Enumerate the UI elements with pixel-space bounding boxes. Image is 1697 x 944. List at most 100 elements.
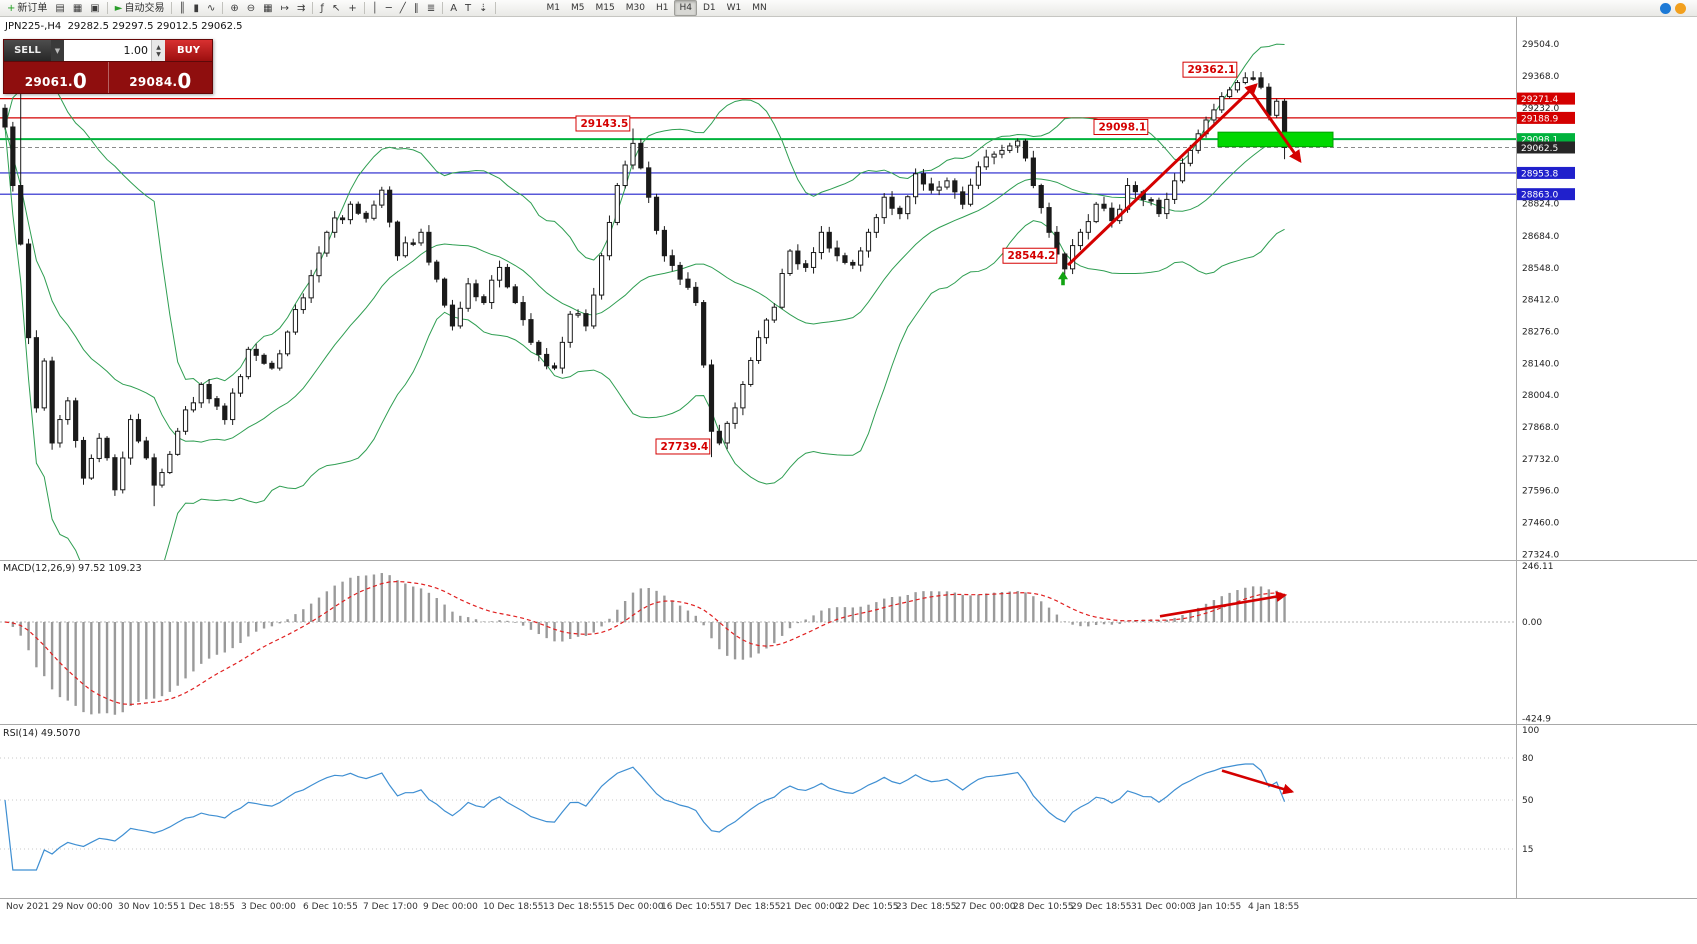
timeframe-m1[interactable]: M1 [546, 3, 561, 13]
auto-scroll-icon[interactable]: ↦ [280, 2, 290, 14]
line-chart-icon[interactable]: ∿ [207, 2, 216, 14]
svg-text:27596.0: 27596.0 [1522, 487, 1559, 497]
svg-text:31 Dec 00:00: 31 Dec 00:00 [1131, 902, 1192, 912]
svg-text:1 Dec 18:55: 1 Dec 18:55 [180, 902, 235, 912]
timeframe-w1[interactable]: W1 [726, 3, 742, 13]
svg-text:27732.0: 27732.0 [1522, 455, 1559, 465]
svg-text:29362.1: 29362.1 [1188, 64, 1236, 76]
macd-axis: 246.11 0.00 -424.9 [1522, 562, 1554, 725]
toolbar-separator [312, 2, 314, 14]
green-highlight-zone [1217, 131, 1334, 148]
svg-text:3 Dec 00:00: 3 Dec 00:00 [241, 902, 296, 912]
rsi-label: RSI(14) 49.5070 [3, 728, 81, 739]
timeframe-m30[interactable]: M30 [625, 3, 645, 13]
svg-text:29143.5: 29143.5 [581, 118, 629, 130]
timeframe-mn[interactable]: MN [752, 3, 767, 13]
fibonacci-icon[interactable]: ≣ [426, 2, 436, 14]
candlestick-chart-icon[interactable]: ▮ [193, 2, 199, 14]
data-window-icon[interactable]: ▣ [90, 2, 100, 14]
one-click-trading-panel: SELL ▼ ▲▼ BUY 29061. 0 29084. 0 [3, 39, 213, 94]
sell-button[interactable]: SELL [4, 40, 51, 61]
timeframe-m5[interactable]: M5 [571, 3, 585, 13]
sell-price-main: 29061. [24, 75, 73, 89]
bollinger-bands [4, 43, 1285, 560]
timeframe-h1[interactable]: H1 [655, 3, 669, 13]
svg-text:28140.0: 28140.0 [1522, 359, 1559, 369]
text-icon[interactable]: A [450, 2, 458, 14]
svg-text:22 Dec 10:55: 22 Dec 10:55 [838, 902, 899, 912]
horizontal-line-icon[interactable]: ─ [385, 2, 392, 14]
bar-chart-icon[interactable]: ║ [179, 2, 186, 14]
chart-window-icon[interactable]: ▤ [55, 2, 65, 14]
order-type-dropdown-icon[interactable]: ▼ [51, 40, 64, 61]
buy-price[interactable]: 29084. 0 [109, 62, 213, 93]
buy-price-big-digit: 0 [177, 69, 192, 93]
community-icon[interactable] [1660, 2, 1671, 14]
crosshair-icon[interactable]: + [348, 2, 357, 14]
arrows-tool-icon[interactable]: ⇣ [479, 2, 488, 14]
svg-text:27868.0: 27868.0 [1522, 423, 1559, 433]
svg-text:9 Dec 00:00: 9 Dec 00:00 [423, 902, 478, 912]
volume-input[interactable] [64, 40, 151, 61]
svg-text:3 Jan 10:55: 3 Jan 10:55 [1190, 902, 1241, 912]
toolbar-right [1660, 2, 1694, 14]
volume-field [64, 40, 151, 61]
svg-text:27460.0: 27460.0 [1522, 519, 1559, 529]
macd-label: MACD(12,26,9) 97.52 109.23 [3, 563, 142, 574]
text-label-icon[interactable]: T [465, 2, 472, 14]
svg-text:6 Dec 10:55: 6 Dec 10:55 [303, 902, 358, 912]
candle-series [2, 71, 1288, 507]
svg-text:23 Dec 18:55: 23 Dec 18:55 [896, 902, 957, 912]
toolbar-separator [363, 2, 365, 14]
svg-text:28953.8: 28953.8 [1521, 169, 1558, 179]
rsi-trend-arrow [1221, 769, 1295, 795]
vertical-line-icon[interactable]: │ [371, 2, 378, 14]
svg-text:29 Nov 00:00: 29 Nov 00:00 [52, 902, 113, 912]
new-order-button[interactable]: + 新订单 [7, 2, 48, 14]
macd-trend-arrow [1159, 591, 1288, 618]
svg-text:28004.0: 28004.0 [1522, 391, 1559, 401]
buy-button[interactable]: BUY [165, 40, 212, 61]
svg-text:28863.0: 28863.0 [1521, 191, 1558, 201]
trendline-icon[interactable]: ╱ [399, 2, 406, 14]
svg-text:27 Dec 00:00: 27 Dec 00:00 [955, 902, 1016, 912]
profiles-icon[interactable]: ▦ [72, 2, 83, 14]
toolbar-separator [106, 2, 108, 14]
svg-text:29 Dec 18:55: 29 Dec 18:55 [1071, 902, 1132, 912]
auto-trading-button[interactable]: ► 自动交易 [114, 2, 165, 14]
notification-icon[interactable] [1675, 2, 1686, 14]
buy-arrow-marker [1058, 271, 1068, 286]
timeframe-bar: M1 M5 M15 M30 H1 H4 D1 W1 MN [542, 0, 772, 16]
svg-text:-424.9: -424.9 [1522, 715, 1551, 725]
toolbar-separator [442, 2, 444, 14]
svg-text:17 Dec 18:55: 17 Dec 18:55 [720, 902, 781, 912]
sell-price[interactable]: 29061. 0 [4, 62, 109, 93]
svg-text:28544.2: 28544.2 [1008, 250, 1056, 262]
cursor-icon[interactable]: ↖ [331, 2, 341, 14]
svg-text:80: 80 [1522, 754, 1534, 764]
svg-text:29098.1: 29098.1 [1099, 122, 1147, 134]
zoom-out-button[interactable]: ⊖ [246, 2, 256, 14]
indicators-icon[interactable]: ƒ [320, 2, 324, 14]
svg-text:13 Dec 18:55: 13 Dec 18:55 [543, 902, 604, 912]
chart-symbol-ohlc: JPN225-,H4 29282.5 29297.5 29012.5 29062… [5, 21, 243, 32]
chart-shift-icon[interactable]: ⇉ [297, 2, 306, 14]
svg-text:28824.0: 28824.0 [1522, 199, 1559, 209]
timeframe-h4[interactable]: H4 [674, 0, 697, 16]
svg-text:28548.0: 28548.0 [1522, 264, 1559, 274]
zoom-in-button[interactable]: ⊕ [230, 2, 239, 14]
svg-text:21 Dec 00:00: 21 Dec 00:00 [780, 902, 841, 912]
svg-text:100: 100 [1522, 726, 1539, 736]
channel-icon[interactable]: ∥ [413, 2, 419, 14]
trend-arrows [1066, 83, 1302, 267]
timeframe-m15[interactable]: M15 [595, 3, 615, 13]
svg-text:28 Dec 10:55: 28 Dec 10:55 [1013, 902, 1074, 912]
svg-text:29368.0: 29368.0 [1522, 72, 1559, 82]
tile-windows-icon[interactable]: ▦ [263, 2, 273, 14]
toolbar-items: + 新订单 ▤ ▦ ▣ ► 自动交易 ║ ▮ ∿ ⊕ ⊖ ▦ ↦ ⇉ ƒ ↖ + │ ─ ╱ ∥ ≣ A T ⇣ [3, 0, 499, 17]
macd-indicator [0, 573, 1516, 715]
timeframe-d1[interactable]: D1 [702, 3, 716, 13]
svg-text:15: 15 [1522, 845, 1533, 855]
volume-stepper[interactable]: ▲ ▼ [151, 40, 165, 61]
